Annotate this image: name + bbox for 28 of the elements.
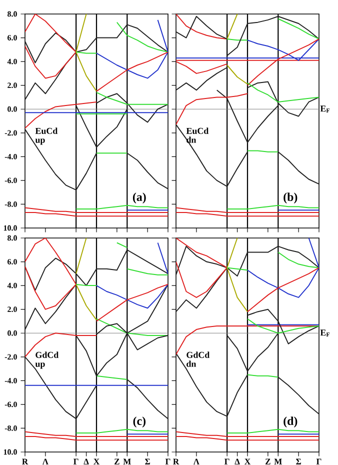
x-tick-label: Λ — [42, 458, 48, 464]
x-tick-label: R — [173, 458, 180, 464]
x-tick-label: Z — [114, 458, 120, 464]
annotation: GdCd dn — [186, 352, 210, 367]
annotation: (c) — [133, 416, 146, 428]
x-tick-label: Λ — [193, 458, 200, 464]
x-tick-label: Δ — [84, 458, 89, 464]
x-tick-label: Δ — [234, 458, 240, 464]
ref-line-label: E$_{F}$ — [320, 106, 330, 113]
annotation: EuCd up — [35, 128, 58, 145]
x-tick-label: M — [274, 458, 282, 464]
x-tick-label: Γ — [224, 458, 230, 464]
x-tick-label: X — [94, 458, 100, 464]
x-tick-label: Σ — [145, 458, 150, 464]
x-tick-label: M — [123, 458, 131, 464]
x-tick-label: R — [22, 458, 28, 464]
x-tick-label: X — [244, 458, 250, 464]
ref-line-label: E$_{F}$ — [320, 330, 330, 337]
annotation: EuCd dn — [186, 128, 209, 143]
x-tick-label: Γ — [316, 458, 322, 464]
x-tick-label: Γ — [74, 458, 78, 464]
annotation: (d) — [284, 416, 298, 428]
x-tick-label: Σ — [296, 458, 301, 464]
x-tick-label: Γ — [165, 458, 170, 464]
annotation: (a) — [132, 192, 146, 204]
annotation: (b) — [284, 192, 298, 204]
annotation: GdCd up — [35, 352, 59, 369]
x-tick-label: Z — [266, 458, 270, 464]
